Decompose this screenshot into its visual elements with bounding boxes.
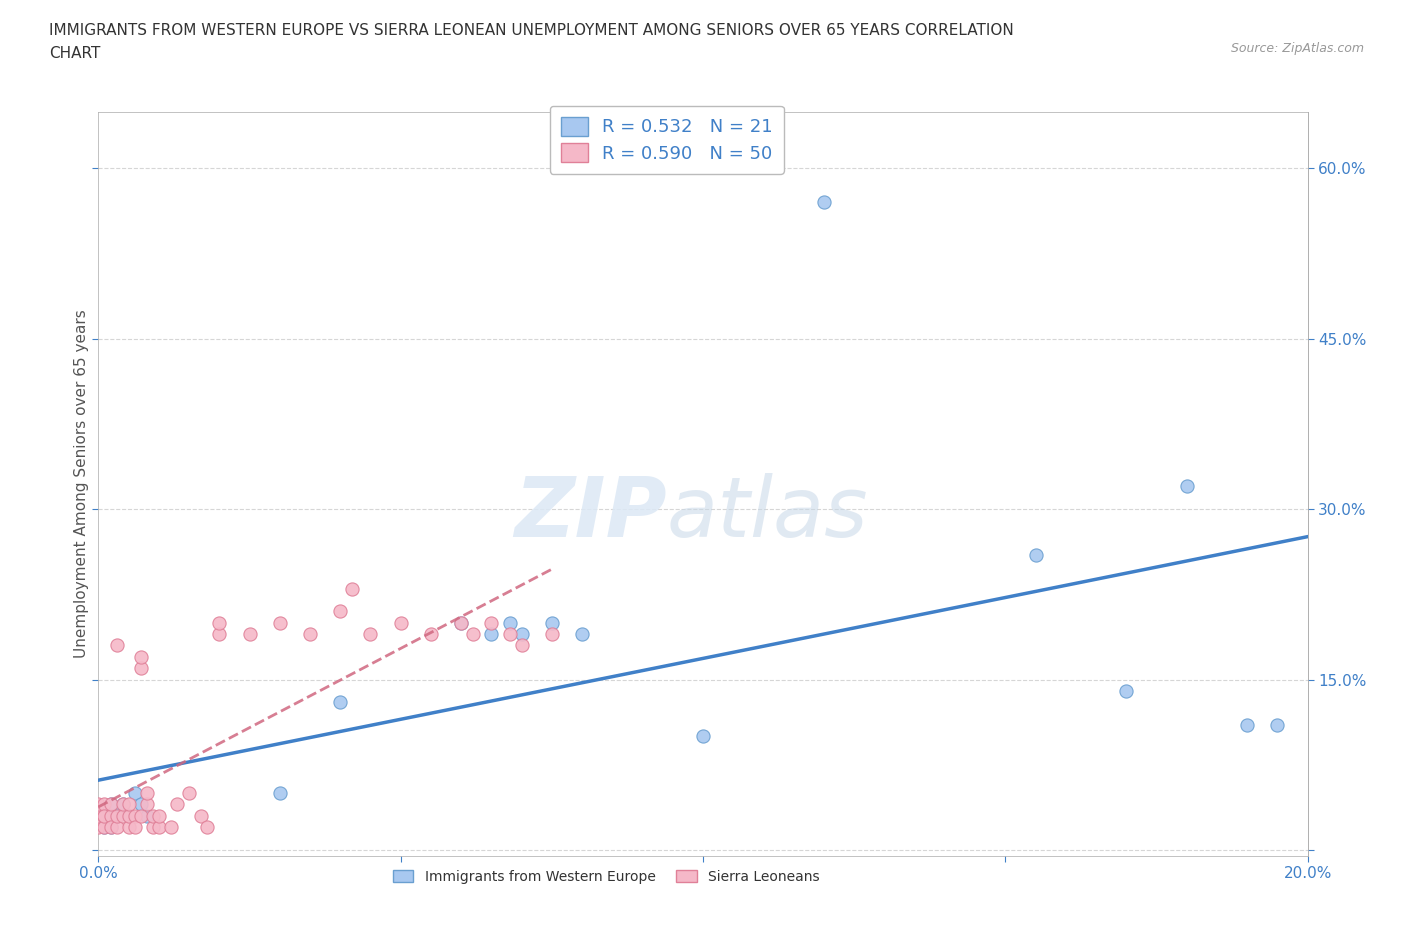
Point xyxy=(329,604,352,618)
Point xyxy=(1024,547,1046,562)
Point xyxy=(692,729,714,744)
Point xyxy=(389,616,412,631)
Point xyxy=(208,627,231,642)
Point xyxy=(111,808,134,823)
Point xyxy=(329,695,352,710)
Point xyxy=(1175,479,1198,494)
Text: IMMIGRANTS FROM WESTERN EUROPE VS SIERRA LEONEAN UNEMPLOYMENT AMONG SENIORS OVER: IMMIGRANTS FROM WESTERN EUROPE VS SIERRA… xyxy=(49,23,1014,38)
Point xyxy=(510,638,533,653)
Point xyxy=(129,808,152,823)
Point xyxy=(450,616,472,631)
Point xyxy=(540,616,562,631)
Point xyxy=(299,627,322,642)
Point xyxy=(269,616,291,631)
Point xyxy=(105,808,128,823)
Point xyxy=(100,797,122,812)
Point xyxy=(118,808,141,823)
Point xyxy=(93,808,115,823)
Point xyxy=(100,808,122,823)
Point xyxy=(100,797,122,812)
Legend: Immigrants from Western Europe, Sierra Leoneans: Immigrants from Western Europe, Sierra L… xyxy=(387,865,825,890)
Point xyxy=(129,660,152,675)
Text: ZIP: ZIP xyxy=(515,472,666,554)
Point xyxy=(118,797,141,812)
Point xyxy=(118,808,141,823)
Point xyxy=(540,627,562,642)
Point xyxy=(135,786,157,801)
Point xyxy=(105,808,128,823)
Point xyxy=(135,797,157,812)
Point xyxy=(481,616,503,631)
Point xyxy=(208,616,231,631)
Point xyxy=(93,819,115,834)
Point xyxy=(87,808,110,823)
Point xyxy=(87,797,110,812)
Text: Source: ZipAtlas.com: Source: ZipAtlas.com xyxy=(1230,42,1364,55)
Point xyxy=(105,819,128,834)
Y-axis label: Unemployment Among Seniors over 65 years: Unemployment Among Seniors over 65 years xyxy=(75,309,89,658)
Point xyxy=(498,627,520,642)
Point xyxy=(118,819,141,834)
Point xyxy=(450,616,472,631)
Point xyxy=(510,627,533,642)
Point xyxy=(148,808,170,823)
Point xyxy=(142,808,165,823)
Text: atlas: atlas xyxy=(666,472,869,554)
Point xyxy=(1267,718,1289,733)
Point xyxy=(463,627,485,642)
Text: CHART: CHART xyxy=(49,46,101,61)
Point xyxy=(129,797,152,812)
Point xyxy=(135,808,157,823)
Point xyxy=(105,638,128,653)
Point xyxy=(179,786,201,801)
Point xyxy=(571,627,593,642)
Point xyxy=(93,797,115,812)
Point xyxy=(360,627,382,642)
Point xyxy=(111,797,134,812)
Point xyxy=(481,627,503,642)
Point xyxy=(87,819,110,834)
Point xyxy=(100,819,122,834)
Point xyxy=(93,819,115,834)
Point xyxy=(342,581,364,596)
Point xyxy=(93,808,115,823)
Point xyxy=(269,786,291,801)
Point xyxy=(239,627,262,642)
Point xyxy=(100,819,122,834)
Point xyxy=(1115,684,1137,698)
Point xyxy=(142,819,165,834)
Point xyxy=(498,616,520,631)
Point xyxy=(813,195,835,210)
Point xyxy=(129,649,152,664)
Point xyxy=(160,819,183,834)
Point xyxy=(124,819,146,834)
Point xyxy=(124,808,146,823)
Point xyxy=(190,808,212,823)
Point xyxy=(420,627,443,642)
Point xyxy=(195,819,218,834)
Point xyxy=(111,797,134,812)
Point xyxy=(166,797,188,812)
Point xyxy=(148,819,170,834)
Point xyxy=(124,786,146,801)
Point xyxy=(93,808,115,823)
Point xyxy=(1236,718,1258,733)
